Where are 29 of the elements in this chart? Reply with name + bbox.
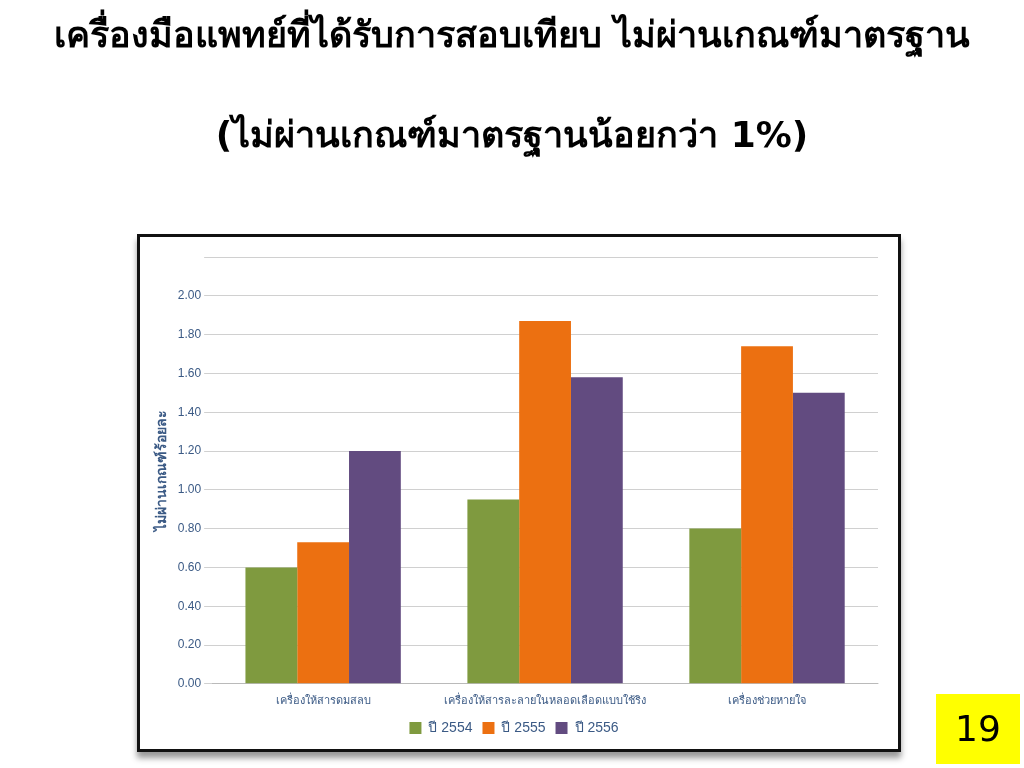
x-tick-label: เครื่องให้สารละลายในหลอดเลือดแบบใช้ริง bbox=[444, 692, 647, 707]
bar bbox=[467, 499, 520, 684]
bar bbox=[245, 567, 298, 684]
legend-label: ปี 2555 bbox=[501, 718, 546, 735]
chart-subtitle: (ไม่ผ่านเกณฑ์มาตรฐานน้อยกว่า 1%) bbox=[214, 113, 810, 158]
bar bbox=[519, 321, 571, 684]
y-tick-label: 1.40 bbox=[177, 404, 202, 419]
y-tick-label: 1.00 bbox=[177, 482, 202, 497]
y-tick-label: 0.20 bbox=[177, 637, 202, 652]
text: 19 bbox=[936, 694, 1020, 764]
bar bbox=[570, 377, 623, 684]
bar bbox=[792, 392, 845, 684]
bar bbox=[349, 451, 401, 684]
y-tick-label: 1.80 bbox=[177, 326, 202, 341]
x-tick-label: เครื่องช่วยหายใจ bbox=[728, 692, 807, 707]
bar bbox=[741, 346, 793, 684]
y-axis-title: ไม่ผ่านเกณฑ์ร้อยละ bbox=[152, 409, 170, 533]
y-tick-label: 0.80 bbox=[177, 520, 202, 535]
y-tick-label: 1.60 bbox=[177, 365, 202, 380]
y-tick-label: 2.00 bbox=[177, 288, 202, 303]
y-tick-label: 1.20 bbox=[177, 443, 202, 458]
bar bbox=[297, 542, 350, 684]
y-tick-label: 0.00 bbox=[177, 676, 202, 691]
legend-label: ปี 2556 bbox=[574, 718, 619, 735]
bar bbox=[689, 528, 742, 684]
legend-label: ปี 2554 bbox=[428, 718, 473, 735]
y-tick-label: 0.60 bbox=[177, 559, 202, 574]
y-tick-label: 0.40 bbox=[177, 598, 202, 613]
x-tick-label: เครื่องให้สารดมสลบ bbox=[275, 692, 371, 707]
